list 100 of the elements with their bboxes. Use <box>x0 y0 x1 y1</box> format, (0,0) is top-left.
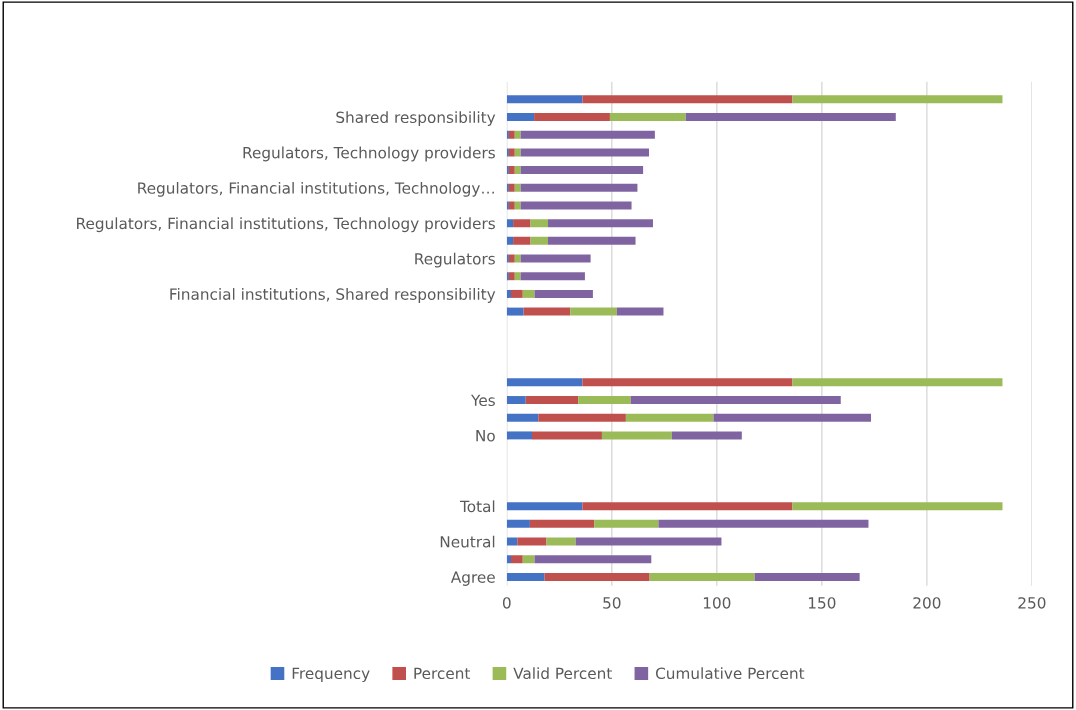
bar <box>530 219 548 228</box>
bar <box>582 378 793 387</box>
bar <box>506 396 526 405</box>
legend-label: Frequency <box>292 667 370 683</box>
bar <box>594 519 659 528</box>
bar <box>546 537 576 546</box>
bar <box>520 183 638 192</box>
legend-label: Cumulative Percent <box>655 667 805 680</box>
bar <box>685 113 896 122</box>
bar <box>508 166 515 175</box>
y-tick-label: Regulators, Financial institutions, Technology providers <box>77 217 495 233</box>
bar <box>506 130 509 139</box>
bar <box>513 219 531 228</box>
bar <box>506 431 532 440</box>
y-tick-label: Shared responsibility <box>336 111 496 127</box>
legend-label: Valid Percent <box>513 667 612 680</box>
bar <box>506 166 509 175</box>
y-tick-label: Total <box>459 500 495 513</box>
bar <box>506 537 518 546</box>
bar <box>609 113 686 122</box>
bar <box>529 519 595 528</box>
bar <box>506 572 545 581</box>
y-tick-label: Yes <box>470 394 495 407</box>
bar <box>754 572 860 581</box>
bar <box>513 236 531 245</box>
bar <box>506 254 509 263</box>
bar <box>523 307 571 316</box>
bar <box>517 537 547 546</box>
bar <box>713 413 871 422</box>
y-tick-label: Regulators <box>415 252 495 268</box>
bar <box>538 413 626 422</box>
bar <box>582 502 793 511</box>
bar <box>658 519 869 528</box>
bar <box>792 502 1003 511</box>
bar <box>525 396 579 405</box>
bar <box>792 95 1003 104</box>
bar <box>514 254 521 263</box>
bar <box>520 166 644 175</box>
y-tick-label: Regulators, Technology providers <box>243 146 495 162</box>
bar <box>506 289 511 298</box>
x-tick-label: 150 <box>808 597 836 609</box>
bar <box>506 113 535 122</box>
bar <box>506 272 509 281</box>
bar <box>547 219 653 228</box>
bar <box>522 555 535 564</box>
bar <box>520 254 591 263</box>
bar <box>520 201 632 210</box>
bar <box>506 307 524 316</box>
bar <box>506 201 509 210</box>
bar <box>601 431 672 440</box>
x-tick-label: 50 <box>603 597 621 609</box>
bar <box>630 396 841 405</box>
bar <box>625 413 714 422</box>
y-tick-label: No <box>476 430 495 442</box>
y-tick-label: Agree <box>450 571 495 586</box>
bar <box>649 572 755 581</box>
x-tick-label: 100 <box>703 597 731 609</box>
bar <box>508 148 515 157</box>
bar <box>508 272 515 281</box>
bar <box>671 431 742 440</box>
y-tick-label: Regulators, Financial institutions, Technology… <box>138 181 494 197</box>
bar <box>582 95 793 104</box>
bar <box>506 219 514 228</box>
bar <box>506 236 514 245</box>
bar <box>514 148 521 157</box>
bar <box>544 572 650 581</box>
bar <box>534 289 593 298</box>
bar <box>508 201 515 210</box>
bar <box>508 183 515 192</box>
bar <box>520 148 649 157</box>
x-tick-label: 250 <box>1018 597 1046 609</box>
bar <box>792 378 1003 387</box>
bar <box>575 537 722 546</box>
bar <box>506 413 539 422</box>
bar <box>522 289 535 298</box>
bar <box>514 130 521 139</box>
bar <box>511 555 523 564</box>
bar <box>508 254 515 263</box>
bar <box>506 148 509 157</box>
bar <box>530 236 548 245</box>
x-tick-label: 200 <box>913 597 941 609</box>
bar <box>514 183 521 192</box>
bar <box>506 502 583 511</box>
bar <box>578 396 631 405</box>
bar <box>616 307 664 316</box>
legend-label: Percent <box>414 667 471 680</box>
bar <box>511 289 523 298</box>
bar <box>520 130 655 139</box>
bar <box>520 272 585 281</box>
bar <box>506 519 530 528</box>
bar <box>506 555 511 564</box>
bar <box>534 113 610 122</box>
bar <box>547 236 636 245</box>
bar <box>506 183 509 192</box>
bar <box>508 130 515 139</box>
x-tick-label: 0 <box>502 597 511 609</box>
bar <box>506 95 583 104</box>
bar <box>514 166 521 175</box>
bar <box>570 307 617 316</box>
bar <box>532 431 602 440</box>
